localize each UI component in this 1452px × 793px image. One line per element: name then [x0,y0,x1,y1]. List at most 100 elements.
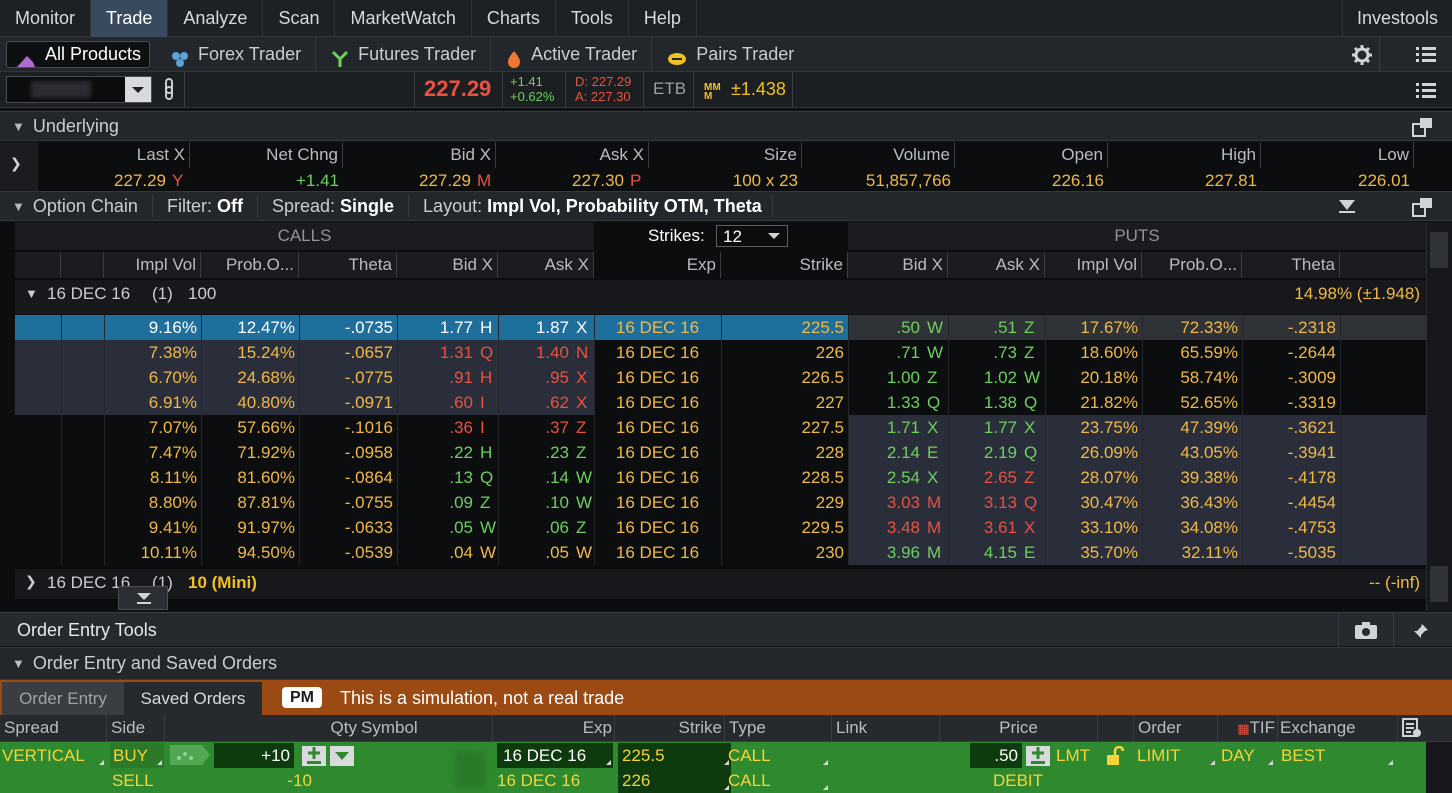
order-type-select[interactable]: LIMIT [1137,743,1217,768]
price-type[interactable]: LMT [1056,746,1090,765]
put-bid[interactable]: 2.14 [886,443,920,462]
col-volume[interactable]: Volume [802,142,955,168]
filter-control[interactable]: Filter: Off [167,196,243,217]
call-ask[interactable]: .10 [545,493,569,512]
chevron-down-icon[interactable] [765,228,783,249]
col-call-theta[interactable]: Theta [299,252,397,278]
put-bid[interactable]: 3.96 [886,543,920,562]
chevron-down-icon[interactable]: ▼ [12,118,25,134]
call-bid[interactable]: .60 [449,393,473,412]
scrollbar-thumb[interactable] [1430,232,1448,268]
spread-select[interactable]: VERTICAL [2,743,106,768]
menu-investools[interactable]: Investools [1341,0,1452,37]
col-put-ask[interactable]: Ask X [948,252,1045,278]
option-row[interactable]: 6.91% 40.80% -.0971 .60 I .62 X 16 DEC 16 227 1.3… [15,390,1426,415]
strikes-dropdown[interactable]: 12 [716,225,788,247]
col-put-prob-otm[interactable]: Prob.O... [1142,252,1242,278]
unlock-icon[interactable] [1104,745,1125,771]
chevron-down-icon[interactable]: ▼ [12,656,25,671]
call-bid[interactable]: .05 [449,518,473,537]
col-put-theta[interactable]: Theta [1242,252,1340,278]
col-last[interactable]: Last X [38,142,190,168]
popout-icon[interactable] [1412,197,1434,222]
put-bid[interactable]: 2.54 [886,468,920,487]
chevron-right-icon[interactable]: ❯ [10,155,22,171]
strike-select[interactable]: 225.5 [618,743,731,768]
col-call-bid[interactable]: Bid X [397,252,498,278]
put-ask[interactable]: 1.77 [983,418,1017,437]
put-ask[interactable]: .51 [993,318,1017,337]
collapse-panel-button[interactable] [118,586,168,610]
layout-control[interactable]: Layout: Impl Vol, Probability OTM, Theta [423,196,762,217]
call-bid[interactable]: .09 [449,493,473,512]
menu-trade[interactable]: Trade [91,0,169,37]
put-bid[interactable]: 3.03 [886,493,920,512]
option-row[interactable]: 8.11% 81.60% -.0864 .13 Q .14 W 16 DEC 16 228.5 2… [15,465,1426,490]
call-ask[interactable]: .95 [545,368,569,387]
call-bid[interactable]: .22 [449,443,473,462]
filter-funnel-icon[interactable] [1338,198,1356,219]
col-ask[interactable]: Ask X [496,142,649,168]
option-row[interactable]: 10.11% 94.50% -.0539 .04 W .05 W 16 DEC 16 230 3.… [15,540,1426,565]
call-bid[interactable]: 1.31 [439,343,473,362]
put-ask[interactable]: 2.65 [983,468,1017,487]
subtab-futures-trader[interactable]: Futures Trader [316,36,492,72]
exchange-select[interactable]: BEST [1281,743,1395,768]
put-ask[interactable]: 1.02 [983,368,1017,387]
spread-control[interactable]: Spread: Single [272,196,394,217]
option-row[interactable]: 6.70% 24.68% -.0775 .91 H .95 X 16 DEC 16 226.5 1… [15,365,1426,390]
expiration-group-2[interactable]: ❯ 16 DEC 16 (1) 10 (Mini) -- (-inf) [15,569,1426,599]
call-ask[interactable]: .37 [545,418,569,437]
menu-monitor[interactable]: Monitor [0,0,92,37]
call-bid[interactable]: 1.77 [439,318,473,337]
col-strike[interactable]: Strike [721,252,848,278]
vertical-scrollbar[interactable] [1426,742,1452,793]
gear-icon[interactable] [1350,43,1376,72]
order-rules-icon[interactable] [1402,718,1422,743]
popout-icon[interactable] [1412,117,1434,142]
menu-help[interactable]: Help [629,0,697,37]
col-exp[interactable]: Exp [594,252,721,278]
chevron-down-icon[interactable]: ▼ [12,198,25,214]
put-bid[interactable]: 1.71 [886,418,920,437]
side-select[interactable]: BUY [110,743,164,768]
tab-saved-orders[interactable]: Saved Orders [124,682,262,715]
call-bid[interactable]: .36 [449,418,473,437]
subtab-all-products[interactable]: All Products [6,40,151,68]
qty-stepper[interactable] [302,746,326,766]
call-bid[interactable]: .13 [449,468,473,487]
expiration-group-1[interactable]: ▼ 16 DEC 16 (1) 100 14.98% (±1.948) [15,280,1426,314]
price-stepper[interactable] [1026,746,1050,766]
list-menu-icon[interactable] [1416,81,1436,104]
menu-marketwatch[interactable]: MarketWatch [335,0,472,37]
call-ask[interactable]: 1.87 [535,318,569,337]
col-bid[interactable]: Bid X [343,142,496,168]
pin-icon[interactable] [1412,622,1430,645]
option-chain-header[interactable]: ▼ Option Chain Filter: Off Spread: Singl… [0,191,1452,221]
type-select[interactable]: CALL [728,743,830,768]
option-row[interactable]: 7.47% 71.92% -.0958 .22 H .23 Z 16 DEC 16 228 2.1… [15,440,1426,465]
call-bid[interactable]: .91 [449,368,473,387]
menu-scan[interactable]: Scan [263,0,336,37]
col-open[interactable]: Open [955,142,1108,168]
underlying-header[interactable]: ▼ Underlying [0,111,1452,141]
col-call-impl-vol[interactable]: Impl Vol [104,252,201,278]
tab-order-entry[interactable]: Order Entry [2,682,124,715]
call-ask[interactable]: .05 [545,543,569,562]
call-ask[interactable]: .06 [545,518,569,537]
strike-select-leg2[interactable]: 226 [618,768,731,793]
camera-icon[interactable] [1354,620,1378,645]
col-low[interactable]: Low [1261,142,1414,168]
link-icon[interactable] [162,78,178,107]
type-select-leg2[interactable]: CALL [728,768,830,793]
call-ask[interactable]: .14 [545,468,569,487]
put-bid[interactable]: .50 [896,318,920,337]
call-bid[interactable]: .04 [449,543,473,562]
option-row[interactable]: 7.07% 57.66% -.1016 .36 I .37 Z 16 DEC 16 227.5 1… [15,415,1426,440]
col-call-ask[interactable]: Ask X [498,252,594,278]
col-put-bid[interactable]: Bid X [848,252,948,278]
vertical-scrollbar[interactable] [1426,222,1452,611]
put-bid[interactable]: 1.33 [886,393,920,412]
col-high[interactable]: High [1108,142,1261,168]
price-input[interactable]: .50 [970,743,1022,768]
